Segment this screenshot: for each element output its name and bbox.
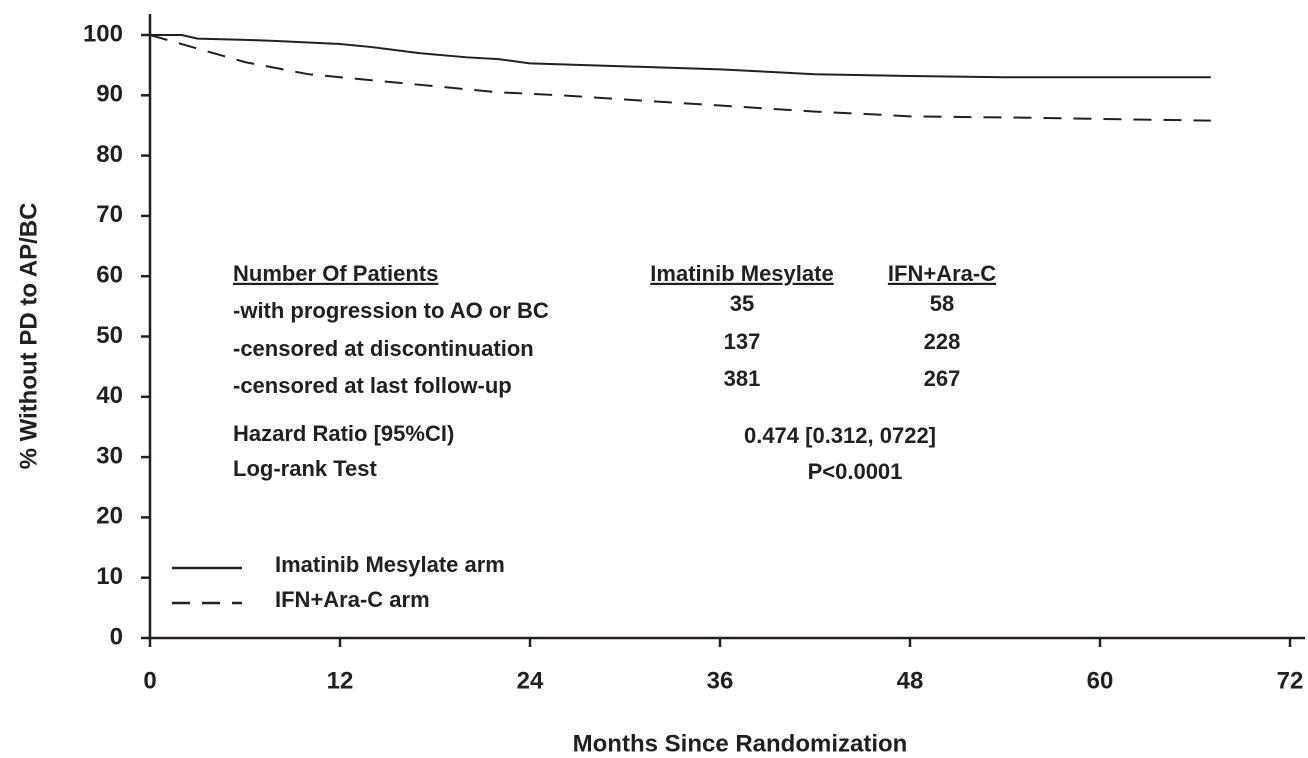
y-tick-label: 100 bbox=[83, 20, 123, 47]
x-tick-label: 0 bbox=[143, 667, 156, 694]
row-value: 267 bbox=[924, 366, 961, 391]
row-value: 137 bbox=[724, 329, 761, 354]
legend-label: Imatinib Mesylate arm bbox=[275, 552, 505, 577]
row-value: 35 bbox=[730, 291, 754, 316]
logrank-label: Log-rank Test bbox=[233, 456, 378, 481]
y-tick-label: 70 bbox=[96, 201, 123, 228]
x-axis-title: Months Since Randomization bbox=[573, 730, 908, 757]
table-rows: -with progression to AO or BC 35 58 -censor… bbox=[233, 291, 960, 398]
y-tick-label: 0 bbox=[110, 623, 123, 650]
x-tick-label: 36 bbox=[707, 667, 734, 694]
table-header: Imatinib Mesylate bbox=[650, 261, 833, 286]
y-tick-label: 90 bbox=[96, 81, 123, 108]
logrank-value: P<0.0001 bbox=[808, 459, 903, 484]
row-label: -censored at last follow-up bbox=[233, 373, 512, 398]
row-value: 228 bbox=[924, 329, 961, 354]
row-label: -with progression to AO or BC bbox=[233, 298, 549, 323]
y-tick-label: 40 bbox=[96, 382, 123, 409]
x-tick-label: 60 bbox=[1087, 667, 1114, 694]
survival-line bbox=[149, 34, 1211, 122]
y-tick-label: 50 bbox=[96, 322, 123, 349]
x-tick-label: 24 bbox=[517, 667, 544, 694]
y-tick-label: 10 bbox=[96, 563, 123, 590]
y-axis-title: % Without PD to AP/BC bbox=[15, 203, 42, 470]
y-tick-label: 60 bbox=[96, 262, 123, 289]
hazard-value: 0.474 [0.312, 0722] bbox=[744, 423, 936, 448]
y-tick-label: 80 bbox=[96, 141, 123, 168]
x-tick-label: 12 bbox=[327, 667, 354, 694]
row-value: 58 bbox=[930, 291, 954, 316]
table-header: IFN+Ara-C bbox=[888, 261, 996, 286]
table-header: Number Of Patients bbox=[233, 261, 438, 286]
row-label: -censored at discontinuation bbox=[233, 336, 534, 361]
row-value: 381 bbox=[724, 366, 761, 391]
x-tick-label: 72 bbox=[1277, 667, 1304, 694]
y-tick-label: 30 bbox=[96, 442, 123, 469]
y-tick-label: 20 bbox=[96, 503, 123, 530]
hazard-label: Hazard Ratio [95%CI) bbox=[233, 421, 454, 446]
survival-line bbox=[150, 34, 1211, 79]
legend-label: IFN+Ara-C arm bbox=[275, 587, 430, 612]
x-tick-label: 48 bbox=[897, 667, 924, 694]
